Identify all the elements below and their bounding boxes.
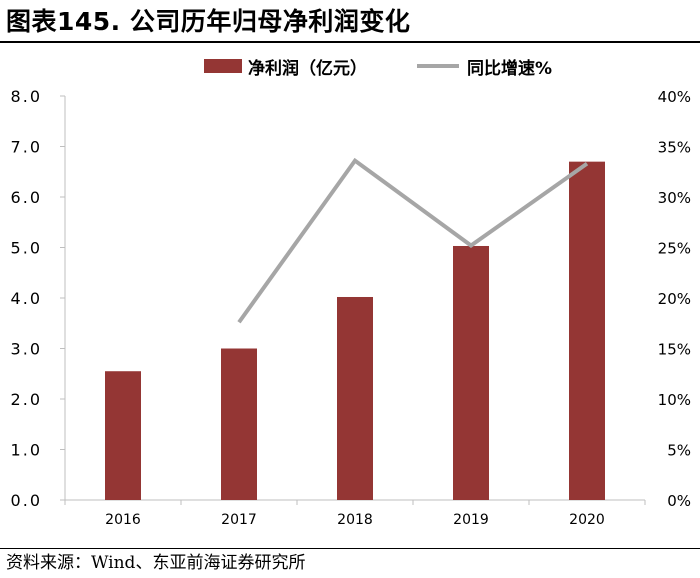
legend-item-profit: 净利润（亿元） — [204, 52, 367, 80]
right-tick-label: 20% — [658, 290, 691, 308]
x-tick-label: 2016 — [105, 512, 141, 528]
left-tick-label: 0.0 — [11, 491, 42, 510]
legend-label-profit: 净利润（亿元） — [248, 58, 367, 79]
right-tick-label: 35% — [658, 139, 691, 157]
right-tick-label: 30% — [658, 189, 691, 207]
left-tick-label: 6.0 — [11, 188, 42, 207]
x-tick-label: 2017 — [221, 512, 257, 528]
right-tick-label: 10% — [658, 391, 691, 409]
legend-label-growth: 同比增速% — [467, 58, 553, 79]
left-tick-label: 5.0 — [11, 239, 42, 258]
right-tick-label: 15% — [658, 341, 691, 359]
bar-2017 — [221, 348, 257, 500]
growth-line — [237, 157, 589, 324]
right-tick-label: 25% — [658, 240, 691, 258]
right-tick-label: 0% — [667, 492, 691, 510]
footer-rule — [0, 548, 700, 549]
right-tick-label: 40% — [658, 88, 691, 106]
left-tick-label: 4.0 — [11, 289, 42, 308]
legend-item-growth: 同比增速% — [417, 52, 552, 80]
bar-2018 — [337, 296, 373, 500]
title-rule — [0, 41, 700, 43]
right-tick-label: 5% — [667, 442, 691, 460]
left-tick-label: 1.0 — [11, 441, 42, 460]
bar-2016 — [105, 371, 141, 500]
x-tick-label: 2018 — [337, 512, 373, 528]
combo-chart: 0.0 1.0 2.0 3.0 4.0 5.0 6.0 7.0 8.0 0% 5% 10% 15% 20%… — [11, 87, 691, 528]
left-tick-label: 3.0 — [11, 340, 42, 359]
legend-swatch-bar — [204, 59, 242, 73]
x-tick-label: 2019 — [453, 512, 489, 528]
legend: 净利润（亿元） 同比增速% — [0, 52, 700, 80]
legend-swatch-line — [417, 64, 459, 68]
chart-title: 图表145. 公司历年归母净利润变化 — [6, 7, 411, 36]
x-tick-label: 2020 — [569, 512, 605, 528]
bar-2019 — [453, 245, 489, 500]
left-tick-label: 7.0 — [11, 138, 42, 157]
left-tick-label: 8.0 — [11, 87, 42, 106]
source-note: 资料来源：Wind、东亚前海证券研究所 — [6, 553, 306, 573]
bar-2020 — [569, 161, 605, 500]
left-tick-label: 2.0 — [11, 390, 42, 409]
